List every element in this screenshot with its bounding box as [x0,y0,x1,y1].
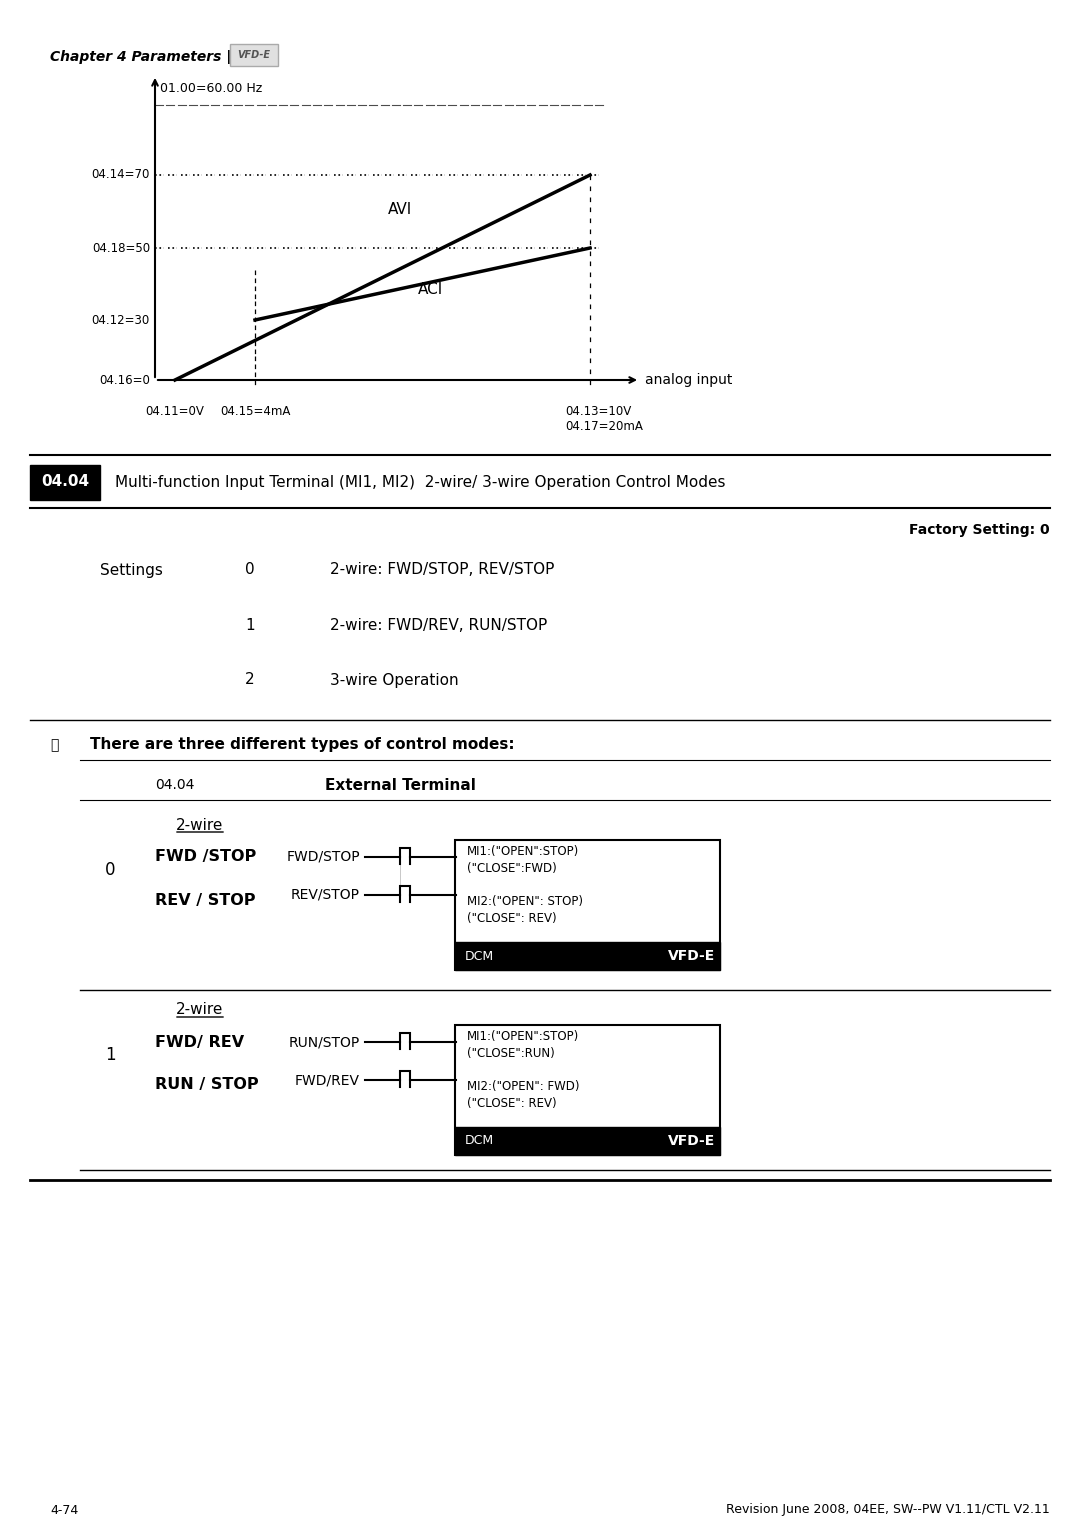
Text: RUN/STOP: RUN/STOP [288,1035,360,1049]
Text: 2-wire: 2-wire [176,818,224,833]
Text: 0: 0 [105,861,116,879]
Text: REV / STOP: REV / STOP [156,893,256,908]
Text: VFD-E: VFD-E [667,1134,715,1147]
Text: 04.17=20mA: 04.17=20mA [565,420,643,433]
Text: 01.00=60.00 Hz: 01.00=60.00 Hz [160,81,262,95]
Text: 04.04: 04.04 [41,474,89,489]
Bar [455,841,720,969]
Text: MI2:("OPEN": FWD)
("CLOSE": REV): MI2:("OPEN": FWD) ("CLOSE": REV) [467,1080,580,1111]
Bar [230,44,278,66]
Text: analog input: analog input [645,373,732,387]
Text: FWD/STOP: FWD/STOP [286,850,360,864]
Text: 04.12=30: 04.12=30 [92,313,150,327]
Text: 📖: 📖 [50,738,58,752]
Text: MI1:("OPEN":STOP)
("CLOSE":FWD): MI1:("OPEN":STOP) ("CLOSE":FWD) [467,845,579,874]
Text: 2-wire: FWD/STOP, REV/STOP: 2-wire: FWD/STOP, REV/STOP [330,563,554,577]
Text: RUN / STOP: RUN / STOP [156,1077,258,1092]
Text: FWD /STOP: FWD /STOP [156,850,256,865]
Text: MI1:("OPEN":STOP)
("CLOSE":RUN): MI1:("OPEN":STOP) ("CLOSE":RUN) [467,1029,579,1060]
Text: DCM: DCM [465,950,495,962]
Text: ACI: ACI [417,282,443,298]
Text: FWD/REV: FWD/REV [295,1072,360,1088]
Text: 04.16=0: 04.16=0 [99,373,150,387]
Text: FWD/ REV: FWD/ REV [156,1034,244,1049]
Text: AVI: AVI [388,202,413,218]
Text: 2-wire: 2-wire [176,1003,224,1017]
Text: Multi-function Input Terminal (MI1, MI2)  2-wire/ 3-wire Operation Control Modes: Multi-function Input Terminal (MI1, MI2)… [114,474,726,489]
Text: External Terminal: External Terminal [325,778,475,793]
Text: 04.15=4mA: 04.15=4mA [220,405,291,417]
Bar [30,465,100,500]
Bar [455,942,720,969]
Text: 04.14=70: 04.14=70 [92,169,150,181]
Text: REV/STOP: REV/STOP [291,888,360,902]
Text: 1: 1 [105,1046,116,1065]
Text: Factory Setting: 0: Factory Setting: 0 [909,523,1050,537]
Bar [455,1025,720,1155]
Text: 04.04: 04.04 [156,778,194,792]
Text: 1: 1 [245,618,255,632]
Text: 2-wire: FWD/REV, RUN/STOP: 2-wire: FWD/REV, RUN/STOP [330,618,548,632]
Text: Settings: Settings [100,563,163,577]
Text: MI2:("OPEN": STOP)
("CLOSE": REV): MI2:("OPEN": STOP) ("CLOSE": REV) [467,894,583,925]
Bar [455,1127,720,1155]
Text: 4-74: 4-74 [50,1503,78,1517]
Text: DCM: DCM [465,1135,495,1147]
Text: 0: 0 [245,563,255,577]
Text: Revision June 2008, 04EE, SW--PW V1.11/CTL V2.11: Revision June 2008, 04EE, SW--PW V1.11/C… [726,1503,1050,1517]
Text: 04.13=10V: 04.13=10V [565,405,631,417]
Text: 2: 2 [245,672,255,687]
Text: There are three different types of control modes:: There are three different types of contr… [90,738,515,753]
Text: VFD-E: VFD-E [667,950,715,963]
Text: 04.18=50: 04.18=50 [92,241,150,255]
Text: VFD-E: VFD-E [238,51,270,60]
Text: 3-wire Operation: 3-wire Operation [330,672,459,687]
Text: Chapter 4 Parameters |: Chapter 4 Parameters | [50,51,231,64]
Text: 04.11=0V: 04.11=0V [146,405,204,417]
